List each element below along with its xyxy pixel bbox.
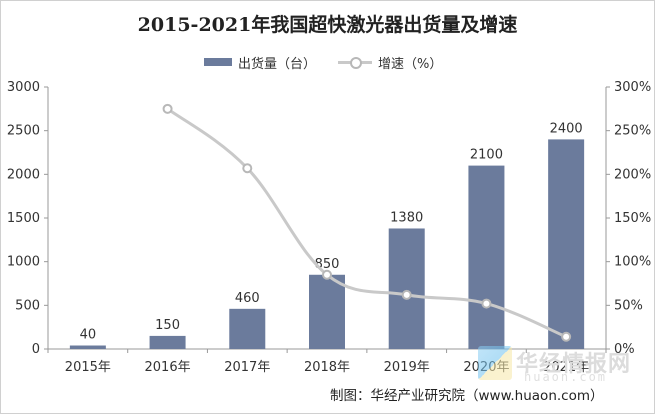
growth-point xyxy=(242,163,253,174)
x-tick-label: 2017年 xyxy=(224,360,270,375)
bar-data-label: 40 xyxy=(80,328,97,343)
y-right-tick-label: 300% xyxy=(614,80,651,95)
y-left-tick-label: 2500 xyxy=(7,124,40,139)
growth-point xyxy=(401,289,412,300)
watermark-logo xyxy=(478,346,512,380)
legend-line-swatch xyxy=(338,56,373,69)
y-right-tick-label: 200% xyxy=(614,167,651,182)
growth-point xyxy=(561,331,572,342)
chart-title: 2015-2021年我国超快激光器出货量及增速 xyxy=(137,14,518,36)
growth-point xyxy=(162,103,173,114)
legend-bar-swatch xyxy=(204,58,232,66)
y-left-tick-label: 0 xyxy=(32,342,40,357)
bar-data-label: 2400 xyxy=(550,121,583,136)
growth-point xyxy=(322,269,332,280)
watermark-text: 华经情报网 xyxy=(516,352,632,377)
bar xyxy=(548,139,585,349)
y-right-tick-label: 250% xyxy=(614,124,651,139)
bar-data-label: 850 xyxy=(315,257,340,272)
y-right-tick-label: 0% xyxy=(614,342,635,357)
y-right-tick-label: 100% xyxy=(614,255,651,270)
y-left-tick-label: 3000 xyxy=(7,80,40,95)
y-left-tick-label: 500 xyxy=(15,298,40,313)
y-left-tick-label: 1000 xyxy=(7,255,40,270)
legend-item-growth: 增速（%） xyxy=(338,53,442,72)
bar xyxy=(468,165,505,349)
bar xyxy=(229,308,266,349)
bar xyxy=(388,228,425,349)
legend-label-growth: 增速（%） xyxy=(378,56,443,72)
y-left-tick-label: 1500 xyxy=(7,211,40,226)
bar xyxy=(309,274,345,349)
x-tick-label: 2016年 xyxy=(145,360,191,375)
watermark: 华经情报网 huaon.com xyxy=(478,346,654,384)
growth-line xyxy=(166,107,567,339)
bar-data-label: 150 xyxy=(155,318,180,333)
bar-data-label: 1380 xyxy=(390,210,423,225)
bar-data-label: 460 xyxy=(235,291,260,306)
growth-point xyxy=(481,298,492,309)
legend: 出货量（台） 增速（%） xyxy=(204,52,464,72)
legend-label-shipments: 出货量（台） xyxy=(238,56,317,72)
bar-data-label: 2100 xyxy=(470,148,503,163)
y-right-tick-label: 150% xyxy=(614,211,651,226)
bar xyxy=(149,335,186,349)
y-right-tick-label: 50% xyxy=(614,298,643,313)
y-left-tick-label: 2000 xyxy=(7,167,40,182)
legend-item-shipments: 出货量（台） xyxy=(204,53,316,72)
source-note: 制图：华经产业研究院（www.huaon.com） xyxy=(330,388,604,404)
watermark-url: huaon.com xyxy=(524,370,608,384)
x-tick-label: 2015年 xyxy=(65,360,111,375)
x-tick-label: 2019年 xyxy=(384,360,430,375)
x-tick-label: 2018年 xyxy=(304,360,350,375)
bar xyxy=(69,345,106,349)
x-tick-label: 2021年 xyxy=(543,360,589,375)
